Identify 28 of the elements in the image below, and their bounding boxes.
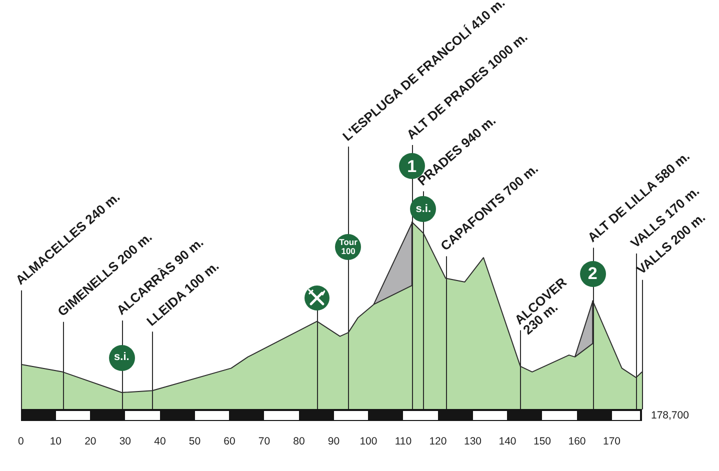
- x-tick-label: 140: [498, 436, 516, 448]
- x-tick-label: 80: [293, 436, 305, 448]
- badge-icon: Tour 100: [335, 234, 362, 260]
- annotation: 2: [586, 264, 598, 284]
- x-tick-label: 160: [568, 436, 586, 448]
- x-tick-label: 120: [429, 436, 447, 448]
- x-tick-label: 40: [154, 436, 166, 448]
- annotation: s.i.: [113, 351, 130, 364]
- x-tick-label: 70: [258, 436, 270, 448]
- x-tick-label: 50: [188, 436, 201, 448]
- x-tick-label: 150: [533, 436, 552, 448]
- x-tick-label: 110: [394, 436, 412, 448]
- x-tick-label: 30: [119, 436, 132, 448]
- badge-icon: s.i.: [410, 196, 436, 222]
- x-tick-label: 10: [50, 436, 62, 448]
- x-tick-label: 100: [360, 436, 378, 448]
- annotation: Tour 100: [338, 237, 358, 256]
- x-tick-label: 0: [18, 436, 24, 448]
- x-tick-label: 130: [464, 436, 482, 448]
- x-tick-label: 90: [328, 436, 340, 448]
- badge-icon: 2: [580, 260, 606, 287]
- badge-icon: s.i.: [108, 344, 135, 371]
- x-tick-label: 60: [224, 436, 236, 448]
- x-tick-label: 20: [84, 436, 96, 448]
- annotation: s.i.: [414, 202, 432, 215]
- x-tick-label: 170: [602, 436, 621, 448]
- annotation: 1: [406, 156, 418, 176]
- annotation: 178,700: [651, 409, 690, 422]
